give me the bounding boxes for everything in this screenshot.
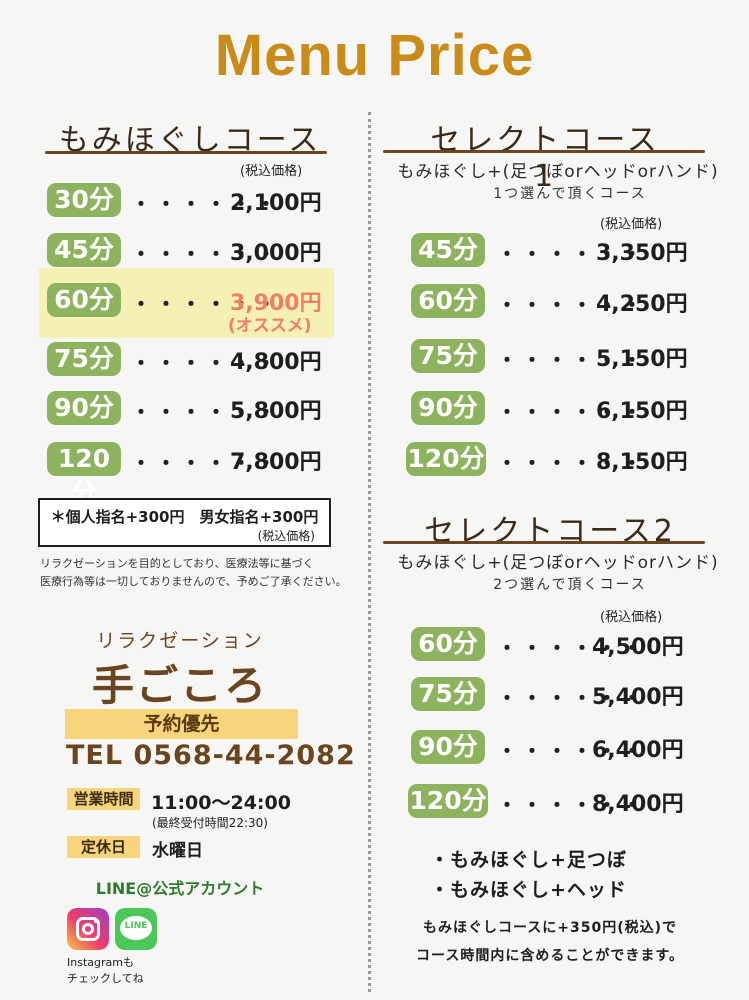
leader-dots: ・・・・・・ xyxy=(497,739,647,763)
leader-dots: ・・・・・・ xyxy=(131,400,281,424)
time-badge: 30分 xyxy=(47,183,121,217)
price: 2,100円 xyxy=(230,191,322,216)
leader-dots: ・・・・・・ xyxy=(497,348,647,372)
disclaimer: リラクゼーションを目的としており、医療法等に基づく 医療行為等は一切しておりませ… xyxy=(40,555,360,591)
option-footnote: もみほぐしコースに+350円(税込)で コース時間内に含めることができます。 xyxy=(385,914,715,970)
time-badge: 120分 xyxy=(408,784,488,818)
course-title-rule xyxy=(45,151,327,154)
time-badge: 45分 xyxy=(47,233,121,267)
leader-dots: ・・・・・・ xyxy=(497,793,647,817)
nomination-box: ＊個人指名+300円 男女指名+300円 (税込価格) xyxy=(38,498,331,547)
time-badge: 75分 xyxy=(411,677,485,711)
recommended-note: (オススメ) xyxy=(228,316,312,336)
time-badge: 90分 xyxy=(411,391,485,425)
select-course-1-rule xyxy=(383,150,705,153)
time-badge: 120分 xyxy=(406,442,486,476)
select-course-2-note: 2つ選んで頂くコース xyxy=(493,577,647,593)
closed-day: 水曜日 xyxy=(152,841,203,861)
tax-label: (税込価格) xyxy=(600,217,663,232)
reservation-priority-bar: 予約優先 xyxy=(65,709,298,739)
price: 8,150円 xyxy=(596,450,688,475)
hours-label: 営業時間 xyxy=(67,788,140,810)
select-course-1-note: 1つ選んで頂くコース xyxy=(493,186,647,202)
time-badge: 120分 xyxy=(47,442,121,507)
select-course-2-sub: もみほぐし+(足つぼorヘッドorハンド) xyxy=(397,553,719,573)
line-icon[interactable]: LINE xyxy=(115,908,157,950)
column-divider xyxy=(368,112,371,992)
disclaimer-line: 医療行為等は一切しておりませんので、予めご了承ください。 xyxy=(40,575,347,588)
page-title: Menu Price xyxy=(214,23,535,88)
business-hours: 11:00〜24:00 xyxy=(151,792,291,814)
time-badge: 60分 xyxy=(47,283,121,317)
price: 3,350円 xyxy=(596,241,688,266)
leader-dots: ・・・・・・ xyxy=(497,636,647,660)
shop-kana: リラクゼーション xyxy=(96,630,264,652)
nomination-fee: ＊個人指名+300円 男女指名+300円 xyxy=(50,508,319,526)
price: 6,400円 xyxy=(592,738,684,763)
price: 7,800円 xyxy=(230,450,322,475)
leader-dots: ・・・・・・ xyxy=(497,400,647,424)
time-badge: 75分 xyxy=(411,339,485,373)
time-badge: 90分 xyxy=(47,391,121,425)
shop-name: 手ごころ xyxy=(91,661,268,710)
tel-number[interactable]: TEL 0568-44-2082 xyxy=(66,740,356,771)
instagram-icon-lens xyxy=(82,923,94,935)
line-icon-bubble xyxy=(120,916,152,940)
instagram-caption: Instagramも チェックしてね xyxy=(67,955,144,987)
leader-dots: ・・・・・・ xyxy=(497,293,647,317)
instagram-icon-dot xyxy=(94,919,98,923)
price: 4,500円 xyxy=(592,635,684,660)
leader-dots: ・・・・・・ xyxy=(131,351,281,375)
time-badge: 45分 xyxy=(411,233,485,267)
option-footnote-line: もみほぐしコースに+350円(税込)で xyxy=(422,920,678,936)
option-footnote-line: コース時間内に含めることができます。 xyxy=(416,948,684,964)
price: 5,150円 xyxy=(596,347,688,372)
instagram-caption-line: Instagramも xyxy=(67,956,134,969)
select-course-1-sub: もみほぐし+(足つぼorヘッドorハンド) xyxy=(397,162,719,182)
option-item: ・もみほぐし+足つぼ xyxy=(430,849,627,871)
time-badge: 60分 xyxy=(411,284,485,318)
instagram-icon-frame xyxy=(76,917,100,941)
option-item: ・もみほぐし+ヘッド xyxy=(430,879,627,901)
line-icon-text: LINE xyxy=(124,921,148,931)
price: 8,400円 xyxy=(592,792,684,817)
option-list: ・もみほぐし+足つぼ ・もみほぐし+ヘッド xyxy=(430,845,690,905)
leader-dots: ・・・・・・ xyxy=(497,686,647,710)
leader-dots: ・・・・・・ xyxy=(131,242,281,266)
price: 5,400円 xyxy=(592,685,684,710)
instagram-caption-line: チェックしてね xyxy=(67,972,144,985)
leader-dots: ・・・・・・ xyxy=(497,451,647,475)
price: 4,800円 xyxy=(230,350,322,375)
time-badge: 75分 xyxy=(47,342,121,376)
disclaimer-line: リラクゼーションを目的としており、医療法等に基づく xyxy=(40,557,314,570)
leader-dots: ・・・・・・ xyxy=(131,451,281,475)
recommended-price: 3,900円 xyxy=(230,291,322,316)
price: 6,150円 xyxy=(596,399,688,424)
nomination-tax-label: (税込価格) xyxy=(257,529,315,543)
price: 5,800円 xyxy=(230,399,322,424)
price: 4,250円 xyxy=(596,292,688,317)
line-official-account: LINE@公式アカウント xyxy=(95,879,265,898)
time-badge: 60分 xyxy=(411,627,485,661)
leader-dots: ・・・・・・ xyxy=(131,192,281,216)
leader-dots: ・・・・・・ xyxy=(497,242,647,266)
price: 3,000円 xyxy=(230,241,322,266)
last-entry-note: (最終受付時間22:30) xyxy=(152,816,268,830)
closed-day-label: 定休日 xyxy=(67,836,140,858)
select-course-2-rule xyxy=(383,541,705,544)
tax-label: (税込価格) xyxy=(240,164,303,179)
tax-label: (税込価格) xyxy=(600,610,663,625)
time-badge: 90分 xyxy=(411,730,485,764)
leader-dots: ・・・・・・ xyxy=(131,292,281,316)
instagram-icon[interactable] xyxy=(67,908,109,950)
